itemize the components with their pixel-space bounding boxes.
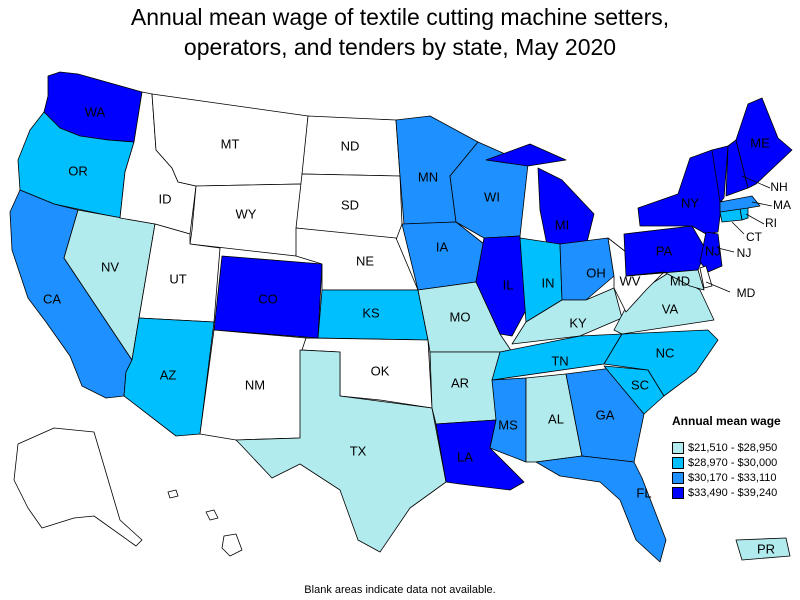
state-label-ok: OK	[371, 363, 390, 378]
state-label-ia: IA	[436, 239, 449, 254]
legend-label: $30,170 - $33,110	[688, 471, 777, 484]
callout-line-ma	[751, 201, 773, 207]
state-ny	[637, 149, 723, 235]
legend-label: $28,970 - $30,000	[688, 456, 778, 469]
state-label-ne: NE	[356, 253, 374, 268]
state-label-nj: NJ	[737, 246, 752, 260]
callout-line-nj	[717, 247, 735, 253]
state-nj	[699, 231, 723, 273]
state-label-ma: MA	[773, 198, 791, 212]
footnote: Blank areas indicate data not available.	[304, 584, 496, 596]
legend-title: Annual mean wage	[672, 414, 781, 428]
legend: Annual mean wage $21,510 - $28,950 $28,9…	[672, 414, 800, 500]
callout-line-md	[705, 281, 731, 293]
state-label-me: ME	[750, 135, 770, 150]
state-label-ky: KY	[569, 315, 587, 330]
state-tx	[235, 349, 447, 553]
callout-line-ct	[731, 221, 745, 235]
state-label-nm: NM	[245, 377, 265, 392]
state-labels: WA OR CA NV ID MT WY UT AZ CO NM ND SD NE KS OK TX MN IA MO…	[43, 104, 791, 556]
state-wy	[189, 183, 303, 257]
state-label-sd: SD	[341, 197, 359, 212]
state-label-md: MD	[670, 273, 690, 288]
state-label-ut: UT	[169, 271, 186, 286]
state-label-wv: WV	[620, 273, 641, 288]
state-sd	[295, 173, 403, 241]
state-label-ca: CA	[43, 291, 61, 306]
state-label-nh: NH	[770, 180, 787, 194]
state-label-mi: MI	[555, 217, 569, 232]
legend-item: $21,510 - $28,950	[672, 440, 800, 455]
state-label-nv: NV	[101, 259, 119, 274]
state-label-tn: TN	[551, 353, 568, 368]
map-title: Annual mean wage of textile cutting mach…	[0, 2, 800, 62]
state-de	[699, 265, 713, 289]
state-label-ri: RI	[765, 216, 777, 230]
state-ia	[401, 221, 485, 291]
state-label-nc: NC	[656, 345, 675, 360]
state-label-md: MD	[737, 286, 756, 300]
state-label-co: CO	[258, 291, 278, 306]
state-label-sc: SC	[631, 377, 649, 392]
legend-swatch	[672, 486, 684, 499]
title-line-2: operators, and tenders by state, May 202…	[183, 34, 617, 60]
state-label-ks: KS	[362, 305, 380, 320]
legend-label: $21,510 - $28,950	[688, 441, 778, 454]
state-ky	[511, 287, 623, 345]
state-label-tx: TX	[350, 443, 367, 458]
callout-line-ri	[745, 213, 765, 225]
state-vt	[711, 145, 729, 203]
state-pr	[735, 537, 791, 561]
state-ak	[13, 427, 143, 547]
state-label-wa: WA	[85, 104, 106, 119]
state-label-mn: MN	[418, 169, 438, 184]
state-label-or: OR	[68, 163, 88, 178]
state-nc	[603, 329, 719, 397]
state-label-oh: OH	[586, 265, 606, 280]
state-shapes	[9, 71, 793, 563]
legend-label: $33,490 - $39,240	[688, 486, 778, 499]
state-label-ct: CT	[746, 230, 763, 244]
title-line-1: Annual mean wage of textile cutting mach…	[130, 4, 670, 30]
state-ms	[489, 377, 527, 463]
legend-swatch	[672, 456, 684, 469]
state-label-az: AZ	[160, 367, 177, 382]
state-ma	[719, 195, 761, 213]
state-label-ms: MS	[498, 417, 518, 432]
state-label-ar: AR	[451, 375, 469, 390]
state-label-wy: WY	[236, 206, 257, 221]
state-label-in: IN	[542, 275, 555, 290]
state-me	[735, 97, 793, 189]
state-il	[475, 235, 527, 337]
state-oh	[559, 237, 615, 301]
state-label-ga: GA	[596, 407, 615, 422]
legend-swatch	[672, 441, 684, 454]
state-label-pr: PR	[757, 541, 775, 556]
callout-line-nh	[741, 175, 771, 189]
state-label-wi: WI	[484, 189, 500, 204]
state-label-nd: ND	[341, 138, 360, 153]
legend-swatch	[672, 471, 684, 484]
state-label-ny: NY	[681, 195, 699, 210]
state-label-pa: PA	[656, 243, 673, 258]
legend-item: $33,490 - $39,240	[672, 485, 800, 500]
state-label-il: IL	[503, 277, 514, 292]
state-hi	[167, 489, 243, 557]
state-label-id: ID	[159, 191, 172, 206]
state-label-nj: NJ	[705, 243, 721, 258]
legend-item: $28,970 - $30,000	[672, 455, 800, 470]
state-label-al: AL	[548, 411, 564, 426]
state-label-va: VA	[662, 301, 679, 316]
state-label-mo: MO	[450, 309, 471, 324]
state-md	[625, 269, 705, 291]
state-label-la: LA	[457, 449, 473, 464]
state-fl	[535, 455, 667, 563]
state-label-mt: MT	[221, 136, 240, 151]
state-ga	[565, 367, 645, 463]
state-label-fl: FL	[636, 485, 651, 500]
state-az	[123, 317, 215, 437]
legend-item: $30,170 - $33,110	[672, 470, 800, 485]
